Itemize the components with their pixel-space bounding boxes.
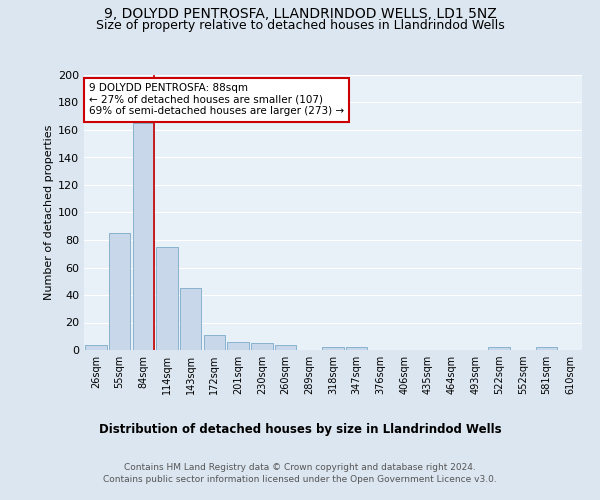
Bar <box>133 123 154 350</box>
Text: Size of property relative to detached houses in Llandrindod Wells: Size of property relative to detached ho… <box>95 19 505 32</box>
Text: 9 DOLYDD PENTROSFA: 88sqm
← 27% of detached houses are smaller (107)
69% of semi: 9 DOLYDD PENTROSFA: 88sqm ← 27% of detac… <box>89 83 344 116</box>
Text: Contains HM Land Registry data © Crown copyright and database right 2024.: Contains HM Land Registry data © Crown c… <box>124 462 476 471</box>
Bar <box>488 347 509 350</box>
Bar <box>157 247 178 350</box>
Bar <box>251 343 272 350</box>
Bar <box>322 347 344 350</box>
Text: Contains public sector information licensed under the Open Government Licence v3: Contains public sector information licen… <box>103 475 497 484</box>
Bar <box>180 288 202 350</box>
Text: Distribution of detached houses by size in Llandrindod Wells: Distribution of detached houses by size … <box>98 422 502 436</box>
Bar <box>275 344 296 350</box>
Y-axis label: Number of detached properties: Number of detached properties <box>44 125 54 300</box>
Bar <box>346 347 367 350</box>
Bar <box>227 342 249 350</box>
Text: 9, DOLYDD PENTROSFA, LLANDRINDOD WELLS, LD1 5NZ: 9, DOLYDD PENTROSFA, LLANDRINDOD WELLS, … <box>104 8 496 22</box>
Bar <box>536 347 557 350</box>
Bar <box>109 233 130 350</box>
Bar <box>85 344 107 350</box>
Bar <box>204 335 225 350</box>
